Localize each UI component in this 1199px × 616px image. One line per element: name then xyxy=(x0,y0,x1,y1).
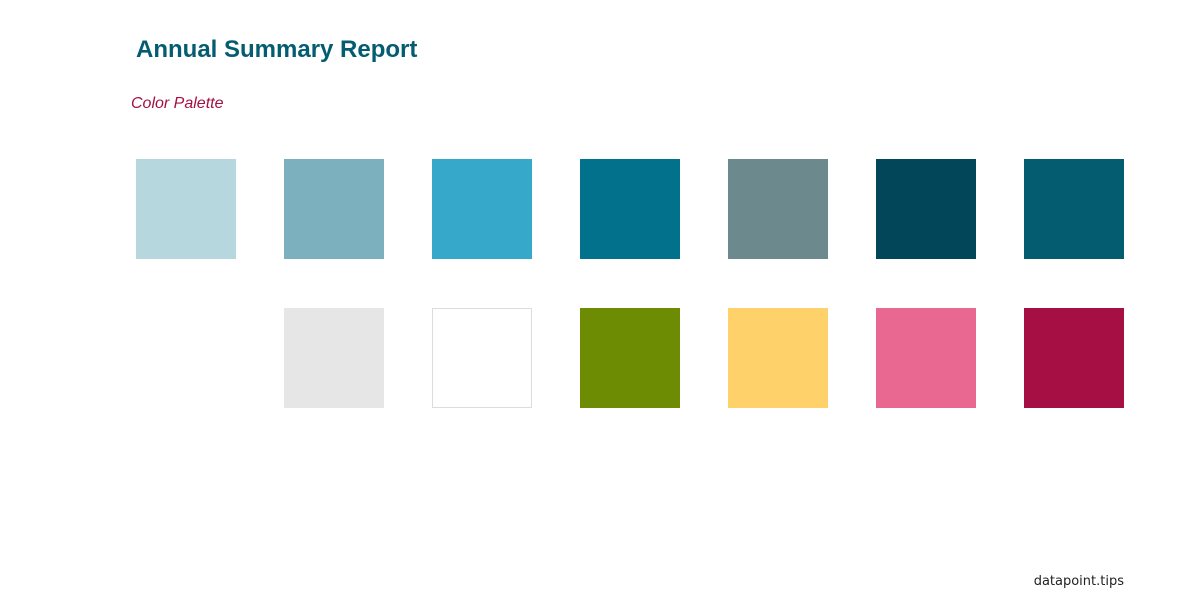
color-swatch-row1-7 xyxy=(1024,159,1124,259)
color-swatch-row1-5 xyxy=(728,159,828,259)
footer-credit: datapoint.tips xyxy=(1033,574,1124,589)
color-swatch-row2-6 xyxy=(1024,308,1124,408)
color-swatch-row1-4 xyxy=(580,159,680,259)
color-swatch-row2-2 xyxy=(432,308,532,408)
color-swatch-row2-5 xyxy=(876,308,976,408)
color-swatch-row1-6 xyxy=(876,159,976,259)
section-subtitle: Color Palette xyxy=(131,95,224,112)
color-swatch-row2-1 xyxy=(284,308,384,408)
color-swatch-row1-2 xyxy=(284,159,384,259)
color-swatch-row1-3 xyxy=(432,159,532,259)
color-swatch-row2-3 xyxy=(580,308,680,408)
color-swatch-row1-1 xyxy=(136,159,236,259)
page-title: Annual Summary Report xyxy=(136,36,418,63)
color-swatch-row2-4 xyxy=(728,308,828,408)
